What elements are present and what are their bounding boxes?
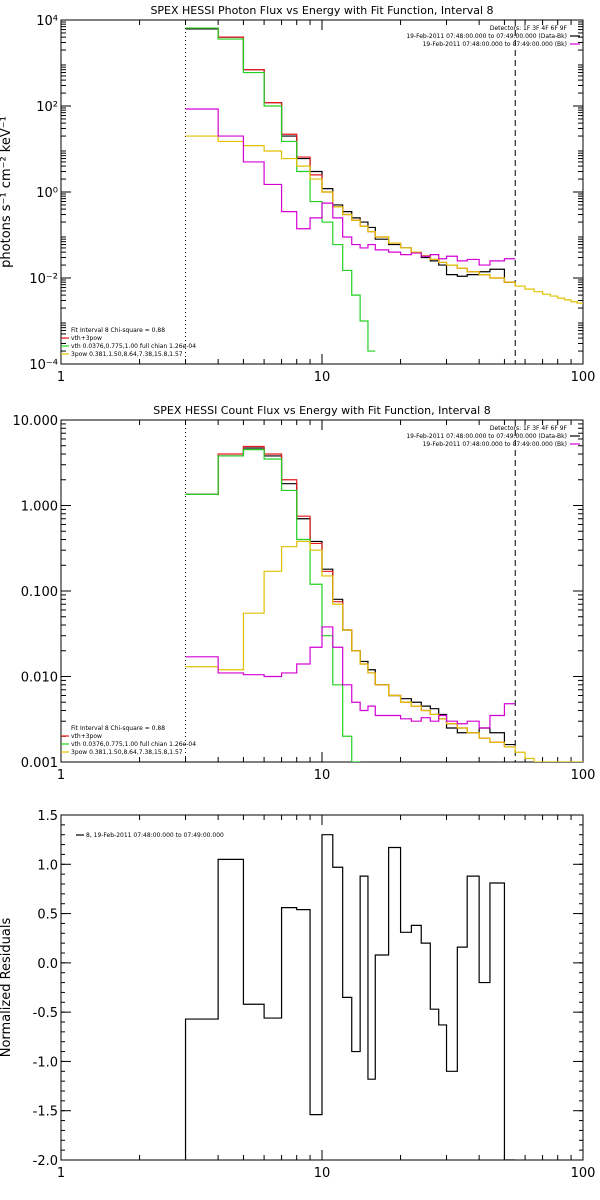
legend-entry: 3pow 0.381,1.50,8.64,7.38,15.8,1.57 bbox=[71, 749, 183, 756]
y-tick-label: -1.5 bbox=[33, 1105, 58, 1120]
legend-entry: 19-Feb-2011 07:48:00.000 to 07:49:00.000… bbox=[406, 33, 567, 40]
y-tick-label: 10⁴ bbox=[36, 14, 58, 29]
y-tick-label: 10⁻² bbox=[29, 272, 58, 287]
legend-entry: 8, 19-Feb-2011 07:48:00.000 to 07:49:00.… bbox=[86, 832, 224, 839]
series-data-bk-line bbox=[185, 28, 516, 283]
residuals-panel: 1 10 100 -2.0 -1.5 -1.0 -0.5 0.0 0.5 1.0 1.5 Normal… bbox=[0, 809, 595, 1181]
series-3pow-line bbox=[185, 135, 583, 304]
x-tick-label: 10 bbox=[314, 1166, 331, 1181]
x-tick-label: 100 bbox=[571, 370, 596, 385]
y-tick-label: 0.5 bbox=[37, 908, 58, 923]
y-tick-label: 1.0 bbox=[37, 858, 58, 873]
legend-entry: vth+3pow bbox=[71, 733, 102, 740]
series-data-bk-line bbox=[185, 447, 516, 746]
y-tick-label: 1.5 bbox=[37, 809, 58, 824]
photon-flux-panel: SPEX HESSI Photon Flux vs Energy with Fi… bbox=[0, 4, 595, 385]
y-tick-label: 1.000 bbox=[21, 500, 58, 515]
y-tick-label: -2.0 bbox=[33, 1154, 58, 1169]
legend-entry: vth+3pow bbox=[71, 335, 102, 342]
x-tick-label: 1 bbox=[57, 768, 65, 783]
count-flux-panel: SPEX HESSI Count Flux vs Energy with Fit… bbox=[13, 404, 596, 783]
x-tick-label: 100 bbox=[571, 768, 596, 783]
series-vth-3pow-line bbox=[185, 445, 516, 748]
series-3pow-line bbox=[185, 540, 583, 762]
y-tick-label: -0.5 bbox=[33, 1006, 58, 1021]
chart-title: SPEX HESSI Photon Flux vs Energy with Fi… bbox=[150, 4, 493, 17]
series-vth-line bbox=[185, 27, 376, 352]
y-tick-label: 10² bbox=[36, 100, 58, 115]
series-vth-line bbox=[185, 449, 361, 762]
series-bk-line bbox=[185, 108, 516, 266]
y-axis-label: Normalized Residuals bbox=[0, 918, 14, 1058]
x-tick-label: 10 bbox=[314, 768, 331, 783]
legend-entry: 19-Feb-2011 07:48:00.000 to 07:49:00.000… bbox=[423, 441, 567, 448]
legend-entry: 3pow 0.381,1.50,8.64,7.38,15.8,1.57 bbox=[71, 351, 183, 358]
x-tick-label: 1 bbox=[57, 1166, 65, 1181]
y-tick-label: 0.100 bbox=[21, 585, 58, 600]
x-tick-label: 1 bbox=[57, 370, 65, 385]
legend-entry: Detectors: 1F 3F 4F 6F 9F bbox=[490, 425, 568, 432]
y-tick-label: 10.000 bbox=[13, 414, 59, 429]
y-tick-label: 10⁰ bbox=[36, 186, 58, 201]
series-residual-line bbox=[184, 834, 516, 1160]
chart-title: SPEX HESSI Count Flux vs Energy with Fit… bbox=[153, 404, 490, 417]
y-tick-label: 10⁻⁴ bbox=[29, 358, 58, 373]
series-vth-3pow-line bbox=[185, 27, 516, 283]
y-tick-label: -1.0 bbox=[33, 1055, 58, 1070]
y-tick-label: 0.0 bbox=[37, 957, 58, 972]
series-bk-line bbox=[185, 626, 516, 729]
legend-entry: Fit Interval 8 Chi-square = 0.88 bbox=[71, 725, 165, 732]
legend-entry: 19-Feb-2011 07:48:00.000 to 07:49:00.000… bbox=[423, 41, 567, 48]
legend-entry: vth 0.0376,0.775,1.00 full chian 1.26e-0… bbox=[71, 343, 196, 350]
legend-entry: Fit Interval 8 Chi-square = 0.88 bbox=[71, 327, 165, 334]
x-tick-label: 10 bbox=[314, 370, 331, 385]
legend-entry: Detectors: 1F 3F 4F 6F 9F bbox=[490, 25, 568, 32]
x-tick-label: 100 bbox=[571, 1166, 596, 1181]
legend-entry: 19-Feb-2011 07:48:00.000 to 07:49:00.000… bbox=[406, 433, 567, 440]
y-tick-label: 0.001 bbox=[21, 756, 58, 771]
y-tick-label: 0.010 bbox=[21, 671, 58, 686]
legend-entry: vth 0.0376,0.775,1.00 full chian 1.26e-0… bbox=[71, 741, 196, 748]
y-axis-label: photons s⁻¹ cm⁻² keV⁻¹ bbox=[0, 116, 14, 268]
